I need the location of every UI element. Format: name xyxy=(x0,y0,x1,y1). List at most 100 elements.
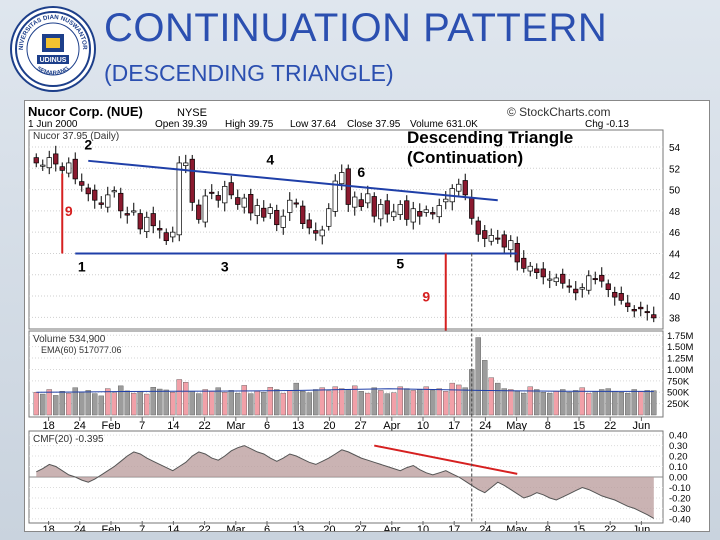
volume-ema-line xyxy=(36,388,654,393)
volume-bar xyxy=(98,395,104,416)
price-axis: 54 52 50 48 46 44 42 40 38 xyxy=(669,143,681,324)
volume-tick-label: 750K xyxy=(667,376,690,387)
candle-body xyxy=(235,197,241,205)
volume-bar xyxy=(241,385,247,416)
candle-body xyxy=(183,162,189,166)
candle-body xyxy=(599,274,605,282)
candle-body xyxy=(300,205,306,224)
cmf-tick-label: 0.20 xyxy=(669,452,688,463)
candle-body xyxy=(339,172,345,185)
chart-canvas: Nucor Corp. (NUE) NYSE © StockCharts.com… xyxy=(28,104,693,536)
candle-body xyxy=(612,291,618,298)
candle-body xyxy=(46,157,52,169)
cmf-area xyxy=(36,445,654,519)
chart-subtitle: (Continuation) xyxy=(407,148,523,167)
volume-bar xyxy=(215,387,221,416)
volume-bar xyxy=(612,391,618,416)
candle-body xyxy=(560,273,566,284)
volume-bar xyxy=(456,384,462,416)
volume-bar xyxy=(59,391,65,416)
cmf-tick-label: 0.30 xyxy=(669,441,688,452)
candle-body xyxy=(118,192,124,212)
candle-body xyxy=(248,194,254,214)
candle-body xyxy=(196,204,202,220)
volume-bar xyxy=(319,387,325,416)
volume-bars xyxy=(33,337,657,416)
candle-body xyxy=(384,200,390,215)
price-tick-label: 42 xyxy=(669,271,681,282)
volume-bar xyxy=(235,392,241,416)
candle-body xyxy=(124,213,130,216)
candle-body xyxy=(40,164,46,167)
candle-body xyxy=(222,186,228,204)
candle-body xyxy=(267,207,273,214)
pivot-label: 4 xyxy=(266,151,274,167)
candle-body xyxy=(144,216,150,232)
volume-bar xyxy=(189,391,195,416)
volume-bar xyxy=(378,390,384,416)
volume-bar xyxy=(553,391,559,416)
candle-body xyxy=(319,229,325,237)
candle-body xyxy=(215,195,221,201)
volume-bar xyxy=(573,390,579,416)
x-tick-label: 22 xyxy=(604,420,616,432)
candle-body xyxy=(443,198,449,203)
cmf-tick-label: 0.40 xyxy=(669,431,688,442)
candle-body xyxy=(547,278,553,281)
resistance-line xyxy=(88,159,498,202)
volume-bar xyxy=(326,390,332,416)
triangle-lines xyxy=(61,159,518,335)
cmf-tick-label: -0.40 xyxy=(669,514,691,525)
volume-bar xyxy=(618,392,624,416)
candle-body xyxy=(163,232,169,242)
volume-bar xyxy=(462,387,468,416)
volume-bar xyxy=(137,391,143,416)
cmf-trend-line xyxy=(374,444,518,475)
volume-bar xyxy=(644,390,650,416)
volume-bar xyxy=(417,389,423,416)
x-tick-label: 27 xyxy=(354,524,366,531)
volume-bar xyxy=(449,382,455,416)
candle-body xyxy=(280,215,286,228)
candle-body xyxy=(410,208,416,223)
volume-bar xyxy=(514,391,520,416)
cmf-tick-label: -0.20 xyxy=(669,493,691,504)
volume-bar xyxy=(625,392,631,416)
x-tick-label: Apr xyxy=(383,524,400,531)
volume-tick-label: 500K xyxy=(667,388,690,399)
volume-bar xyxy=(332,386,338,416)
cmf-tick-label: 0.00 xyxy=(669,473,688,484)
volume-bar xyxy=(46,389,52,416)
volume-bar xyxy=(592,391,598,416)
price-tick-label: 50 xyxy=(669,186,681,197)
candle-body xyxy=(66,162,72,174)
x-tick-label: May xyxy=(506,420,527,432)
candle-body xyxy=(482,230,488,239)
candle-body xyxy=(59,166,65,171)
x-tick-label: 18 xyxy=(42,524,54,531)
volume-bar xyxy=(92,393,98,416)
chart-source: © StockCharts.com xyxy=(507,105,611,119)
x-tick-label: 24 xyxy=(479,524,491,531)
volume-tick-label: 1.75M xyxy=(667,331,693,342)
candle-body xyxy=(202,195,208,223)
volume-bar xyxy=(196,393,202,416)
candle-body xyxy=(579,287,585,290)
volume-bar xyxy=(430,390,436,416)
candle-body xyxy=(462,180,468,196)
candle-body xyxy=(79,181,85,186)
volume-bar xyxy=(475,337,481,416)
price-legend: Nucor 37.95 (Daily) xyxy=(33,131,119,142)
volume-bar xyxy=(605,388,611,416)
slide-header: UNIVERSITAS DIAN NUSWANTORO SEMARANG UDI… xyxy=(0,0,720,100)
chart-open: Open 39.39 xyxy=(155,119,208,130)
volume-bar xyxy=(183,382,189,416)
x-tick-label: 20 xyxy=(323,420,335,432)
cmf-axis: 0.400.300.200.100.00-0.10-0.20-0.30-0.40 xyxy=(669,431,691,526)
volume-bar xyxy=(124,390,130,416)
volume-bar xyxy=(547,392,553,416)
x-tick-label: 20 xyxy=(323,524,335,531)
pivot-label: 3 xyxy=(221,258,229,274)
volume-bar xyxy=(274,389,280,416)
